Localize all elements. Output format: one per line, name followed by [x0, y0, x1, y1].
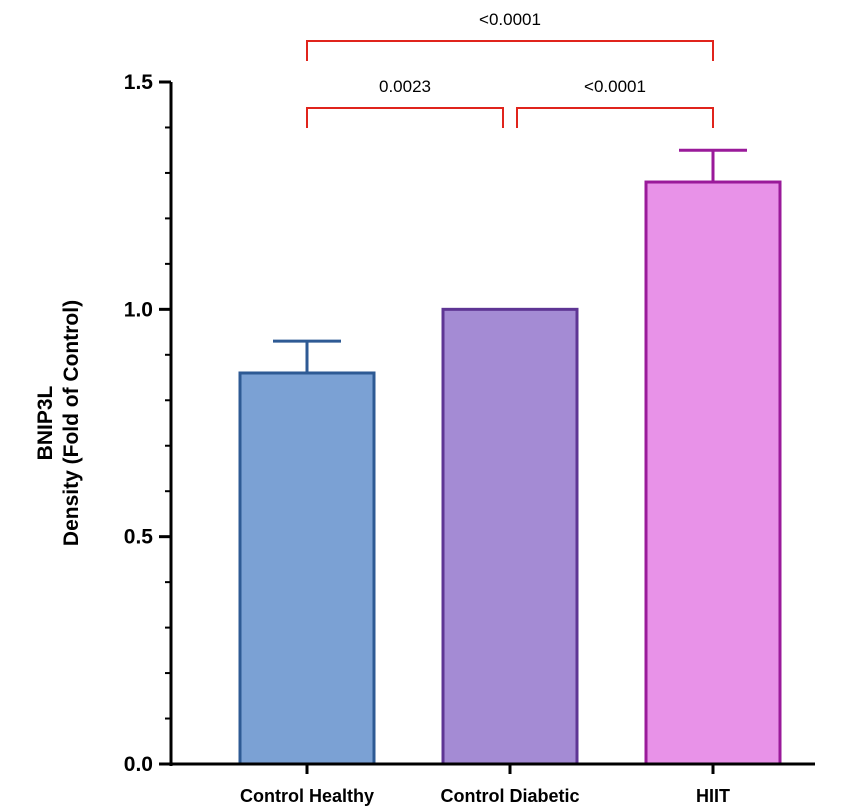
p-value-label-1: 0.0023 [379, 77, 431, 96]
bar-3 [644, 180, 782, 766]
y-tick-label-1: 0.5 [124, 526, 154, 549]
p-value-label-3: <0.0001 [479, 10, 541, 29]
bars-group [238, 180, 782, 766]
y-tick-label-2: 1.0 [124, 298, 153, 321]
y-tick-label-3: 1.5 [124, 71, 154, 94]
axes-group: 0.0 0.5 1.0 1.5 Control Healthy Control Diabe… [124, 71, 815, 806]
bar-1 [238, 371, 376, 766]
bracket-1 [306, 107, 504, 128]
x-category-label-1: Control Diabetic [440, 786, 579, 806]
y-axis-title: BNIP3L Density (Fold of Control) [34, 300, 83, 546]
p-value-label-2: <0.0001 [584, 77, 646, 96]
bracket-2 [516, 107, 714, 128]
error-bars-group [273, 148, 747, 373]
bracket-3 [306, 40, 714, 61]
y-tick-label-0: 0.0 [124, 753, 153, 776]
significance-brackets: 0.0023 <0.0001 <0.0001 [306, 10, 714, 128]
y-axis-title-line1: BNIP3L [34, 385, 57, 460]
x-category-label-2: HIIT [696, 786, 730, 806]
bar-2 [441, 307, 579, 766]
x-category-label-0: Control Healthy [240, 786, 374, 806]
y-axis-title-line2: Density (Fold of Control) [60, 300, 83, 546]
